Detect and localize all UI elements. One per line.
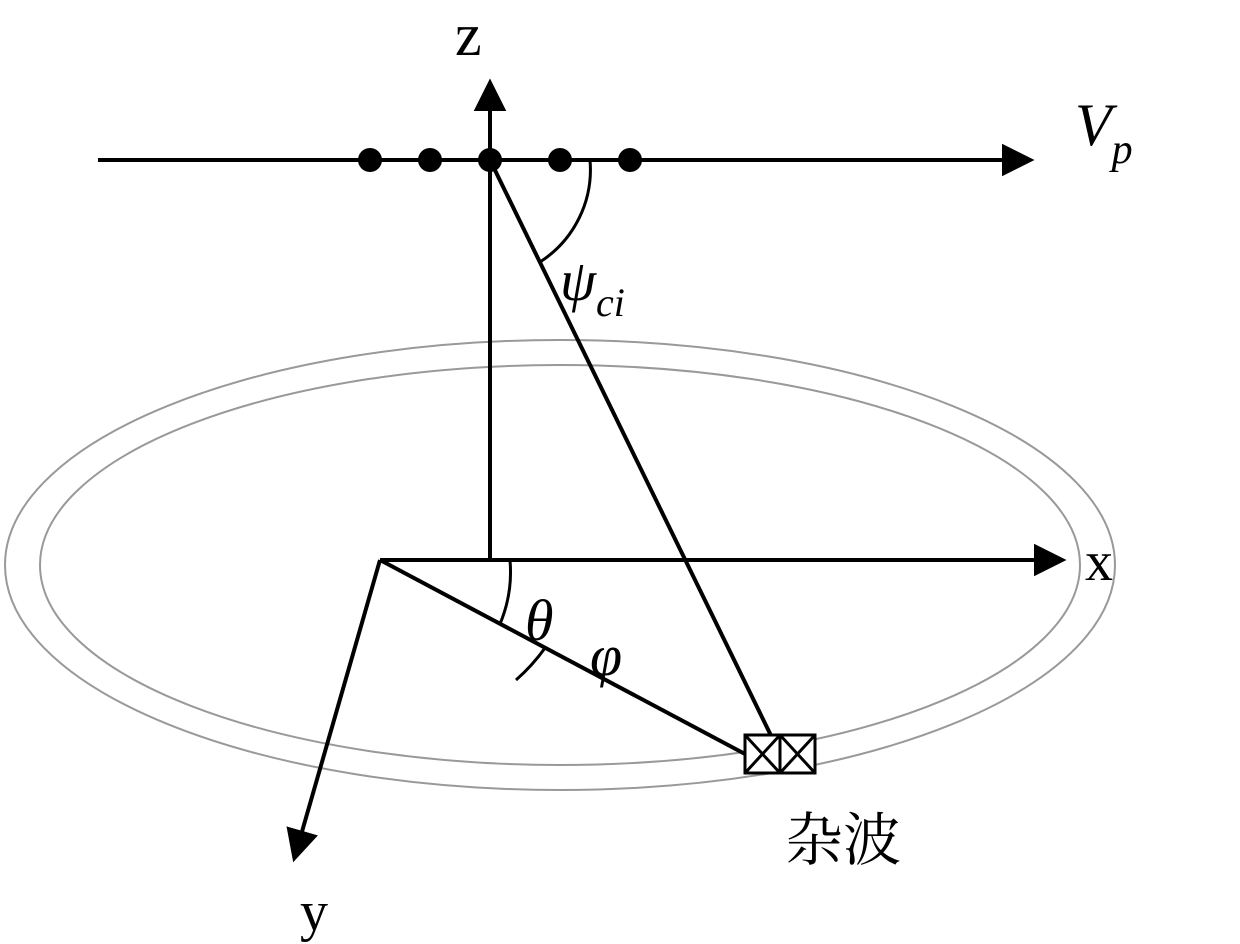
angle-label-phi: φ	[590, 623, 622, 688]
line-lower-to-clutter	[380, 560, 745, 754]
array-element-dot	[478, 148, 502, 172]
angle-label-psi: ψci	[560, 248, 625, 325]
y-axis	[295, 560, 380, 856]
array-element-dot	[418, 148, 442, 172]
line-upper-to-clutter	[490, 160, 780, 754]
z-axis-label: z	[455, 2, 482, 68]
array-element-dot	[548, 148, 572, 172]
coordinate-diagram: z x y Vp ψci θφ 杂波	[0, 0, 1240, 944]
y-axis-label: y	[300, 881, 328, 943]
angle-arc-psi	[540, 160, 590, 262]
array-element-dot	[618, 148, 642, 172]
angle-label-theta: θ	[525, 588, 554, 653]
range-ring-inner	[40, 365, 1080, 765]
clutter-label: 杂波	[785, 793, 901, 877]
angle-arc-theta	[500, 560, 511, 624]
array-element-dot	[358, 148, 382, 172]
vp-axis-label: Vp	[1075, 92, 1133, 173]
x-axis-label: x	[1085, 531, 1113, 593]
range-ring-outer	[5, 340, 1115, 790]
